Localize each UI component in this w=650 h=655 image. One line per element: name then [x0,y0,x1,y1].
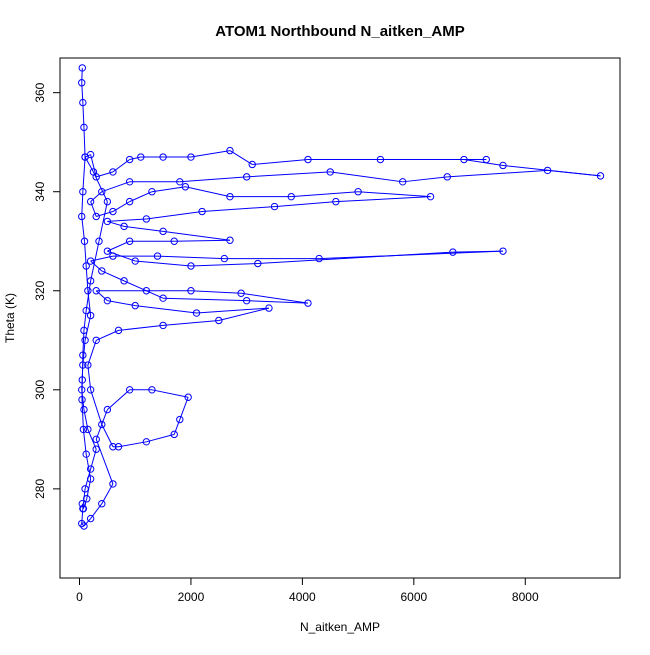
series-segment [275,202,336,207]
series-segment [158,256,225,258]
series-segment [102,424,113,446]
series-segment [135,261,191,266]
series-segment [163,298,247,300]
series-segment [84,127,85,157]
series-segment [180,177,247,182]
series-segment [258,252,453,263]
series-segment [146,212,202,219]
series-segment [99,202,107,242]
series-segment [152,390,188,397]
series-segment [174,240,230,241]
series-segment [82,68,83,83]
y-axis-label: Theta (K) [3,293,17,343]
series-segment [107,390,129,410]
series-segment [82,355,83,380]
plot-frame [60,58,620,578]
series-segment [107,301,135,306]
x-tick-label: 4000 [289,590,316,604]
y-tick-label: 300 [33,379,47,399]
series-segment [191,291,241,293]
series-segment [86,266,88,291]
y-tick-label: 320 [33,280,47,300]
series-segment [130,157,141,159]
series-segment [85,241,87,266]
data-series [79,65,604,529]
series-segment [330,172,402,182]
series-segment [107,219,146,221]
x-tick-label: 0 [76,590,83,604]
series-segment [336,197,431,202]
y-tick-label: 280 [33,479,47,499]
series-segment [119,442,147,447]
series-segment [191,264,258,266]
series-segment [191,151,230,157]
x-tick-label: 6000 [400,590,427,604]
chart-title: ATOM1 Northbound N_aitken_AMP [215,23,464,40]
series-segment [102,182,130,192]
series-segment [146,434,174,441]
series-segment [91,192,102,202]
series-segment [503,165,601,175]
series-segment [447,170,547,176]
x-tick-label: 2000 [178,590,205,604]
series-segment [403,177,448,182]
series-segment [88,340,96,365]
series-segment [83,429,86,454]
series-segment [82,509,83,524]
series-segment [91,261,102,271]
series-segment [88,365,91,390]
series-segment [82,216,85,241]
series-segment [119,325,164,330]
x-axis: 0 2000 4000 6000 8000 [76,578,539,604]
series-segment [152,187,185,192]
x-tick-label: 8000 [512,590,539,604]
x-axis-label: N_aitken_AMP [300,620,380,634]
series-segment [163,320,219,325]
y-axis: 280 300 320 340 360 [33,82,60,499]
series-segment [91,390,102,425]
series-segment [135,306,196,313]
series-segment [185,187,230,197]
series-segment [96,439,113,484]
series-segment [453,251,503,252]
series-segment [82,192,83,217]
series-segment [83,103,84,128]
series-segment [358,192,430,197]
y-tick-label: 360 [33,82,47,102]
series-segment [96,291,107,301]
series-segment [124,226,163,231]
series-segment [230,151,252,165]
series-segment [252,160,308,165]
series-segment [202,207,274,212]
series-segment [163,231,230,240]
series-segment [247,172,331,177]
y-tick-label: 340 [33,181,47,201]
series-segment [291,192,358,197]
series-segment [83,157,85,192]
